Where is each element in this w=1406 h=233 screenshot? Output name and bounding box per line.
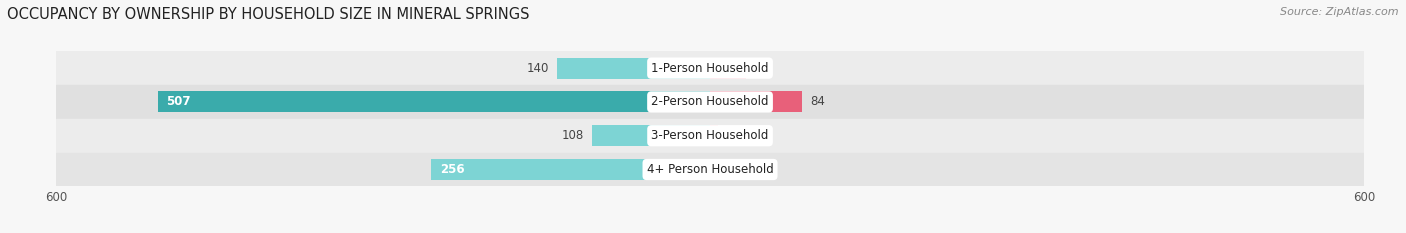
- Bar: [558, 58, 710, 79]
- Text: 33: 33: [755, 62, 769, 75]
- Bar: [56, 119, 1364, 153]
- Bar: [56, 51, 1364, 85]
- Text: 2-Person Household: 2-Person Household: [651, 96, 769, 108]
- Bar: [710, 125, 717, 146]
- Bar: [432, 159, 710, 180]
- Text: 140: 140: [526, 62, 548, 75]
- Text: 41: 41: [763, 163, 779, 176]
- Bar: [56, 85, 1364, 119]
- Text: 1-Person Household: 1-Person Household: [651, 62, 769, 75]
- Text: Source: ZipAtlas.com: Source: ZipAtlas.com: [1281, 7, 1399, 17]
- Text: 84: 84: [810, 96, 825, 108]
- Bar: [710, 92, 801, 112]
- Bar: [592, 125, 710, 146]
- Text: 4+ Person Household: 4+ Person Household: [647, 163, 773, 176]
- Text: 3-Person Household: 3-Person Household: [651, 129, 769, 142]
- Bar: [157, 92, 710, 112]
- Bar: [710, 159, 755, 180]
- Text: 507: 507: [166, 96, 191, 108]
- Text: OCCUPANCY BY OWNERSHIP BY HOUSEHOLD SIZE IN MINERAL SPRINGS: OCCUPANCY BY OWNERSHIP BY HOUSEHOLD SIZE…: [7, 7, 530, 22]
- Text: 108: 108: [561, 129, 583, 142]
- Text: 256: 256: [440, 163, 464, 176]
- Text: 7: 7: [727, 129, 734, 142]
- Bar: [56, 153, 1364, 186]
- Bar: [710, 58, 747, 79]
